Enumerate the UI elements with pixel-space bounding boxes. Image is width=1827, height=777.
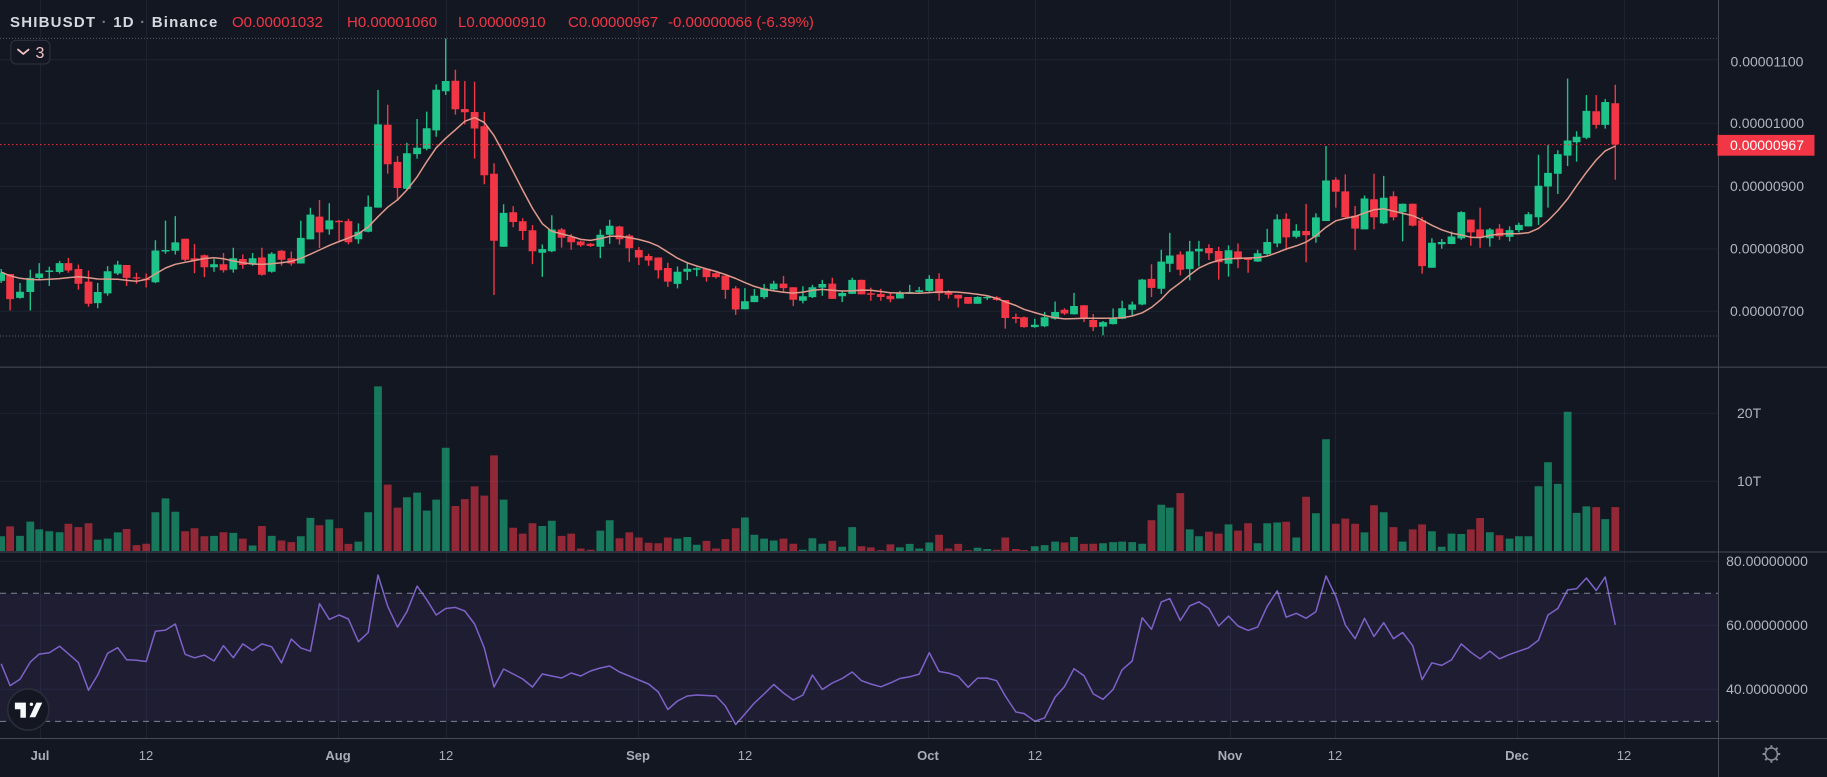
svg-text:12: 12 [1617, 748, 1631, 763]
svg-text:12: 12 [738, 748, 752, 763]
svg-text:Aug: Aug [325, 748, 350, 763]
svg-text:0.00000700: 0.00000700 [1730, 303, 1804, 319]
svg-text:60.00000000: 60.00000000 [1726, 617, 1808, 633]
svg-text:0.00000800: 0.00000800 [1730, 241, 1804, 257]
svg-text:12: 12 [1328, 748, 1342, 763]
svg-text:Nov: Nov [1218, 748, 1243, 763]
svg-text:SHIBUSDT · 1D · Binance: SHIBUSDT · 1D · Binance [10, 14, 219, 31]
svg-text:12: 12 [1028, 748, 1042, 763]
svg-text:0.00000900: 0.00000900 [1730, 178, 1804, 194]
svg-text:Sep: Sep [626, 748, 650, 763]
svg-text:20T: 20T [1737, 405, 1762, 421]
svg-text:Jul: Jul [31, 748, 50, 763]
svg-text:Dec: Dec [1505, 748, 1529, 763]
svg-text:12: 12 [139, 748, 153, 763]
svg-text:0.00001000: 0.00001000 [1730, 115, 1804, 131]
svg-text:12: 12 [439, 748, 453, 763]
svg-text:Oct: Oct [917, 748, 939, 763]
svg-text:40.00000000: 40.00000000 [1726, 681, 1808, 697]
svg-text:80.00000000: 80.00000000 [1726, 553, 1808, 569]
svg-text:3: 3 [36, 45, 45, 62]
svg-text:0.00001100: 0.00001100 [1731, 54, 1804, 70]
svg-text:10T: 10T [1737, 473, 1762, 489]
svg-text:0.00000967: 0.00000967 [1730, 137, 1804, 153]
